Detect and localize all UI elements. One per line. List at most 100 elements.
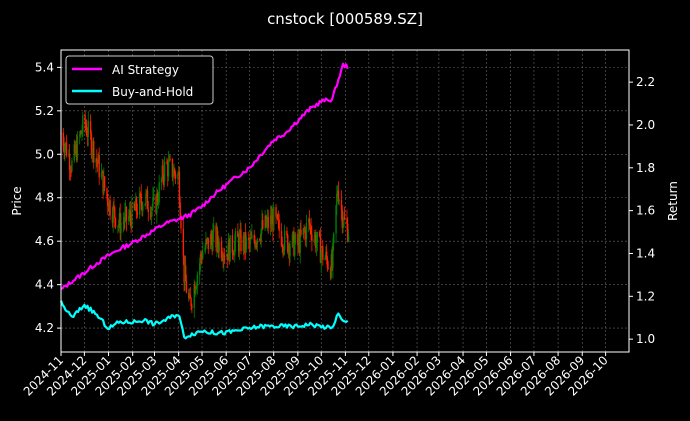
x-axis: 2024-112024-122025-012025-022025-032025-…: [21, 352, 611, 399]
candle-body: [288, 245, 290, 256]
candle-body: [65, 142, 68, 156]
candle-body: [207, 237, 209, 250]
candle-body: [178, 171, 181, 204]
candle-body: [325, 251, 327, 258]
candle-body: [206, 237, 209, 240]
candle-body: [193, 285, 195, 308]
candle-body: [92, 141, 94, 153]
candle-body: [223, 255, 225, 262]
candle-body: [134, 208, 136, 211]
candle-body: [309, 225, 312, 227]
candle-body: [270, 215, 273, 225]
candle-body: [216, 230, 218, 248]
candle-body: [240, 230, 242, 252]
candle-body: [140, 194, 142, 204]
candle-body: [84, 115, 86, 125]
candle-body: [167, 163, 169, 177]
candle-body: [343, 216, 345, 226]
chart-title: cnstock [000589.SZ]: [267, 10, 423, 28]
candle-body: [141, 203, 143, 212]
candle-body: [138, 193, 141, 215]
candle-body: [325, 251, 328, 259]
candle-body: [180, 216, 182, 229]
candle-body: [271, 215, 273, 225]
candle-body: [330, 254, 333, 278]
candle-body: [282, 246, 284, 252]
candle-body: [326, 258, 329, 268]
candle-body: [213, 225, 215, 232]
candle-body: [102, 170, 104, 194]
candle-body: [221, 257, 223, 259]
candle-body: [287, 235, 289, 253]
candle-body: [347, 236, 350, 242]
candle-body: [107, 206, 110, 212]
series-line-ai-strategy: [60, 62, 349, 290]
candle-body: [161, 165, 163, 179]
candle-body: [302, 228, 305, 235]
candle-body: [342, 225, 344, 228]
candle-body: [129, 210, 132, 219]
candle-body: [155, 196, 157, 214]
right-tick-label: 1.2: [636, 289, 655, 303]
candle-body: [64, 142, 67, 147]
candle-body: [343, 216, 346, 219]
candle-body: [157, 201, 160, 203]
candle-body: [90, 133, 93, 156]
candle-body: [118, 213, 121, 224]
candle-body: [327, 267, 329, 269]
candle-body: [125, 206, 128, 221]
candle-body: [195, 288, 197, 294]
candle-body: [229, 235, 231, 262]
candle-body: [232, 252, 234, 256]
candle-body: [124, 212, 126, 223]
candle-body: [160, 178, 163, 183]
candle-body: [305, 223, 308, 240]
candle-body: [222, 258, 224, 262]
candle-body: [188, 292, 190, 299]
candle-body: [253, 234, 255, 240]
candle-body: [75, 144, 78, 160]
candle-body: [68, 154, 71, 170]
candle-body: [272, 215, 274, 231]
candle-body: [294, 233, 297, 243]
candle-body: [299, 229, 301, 253]
candle-body: [251, 234, 253, 239]
candle-body: [196, 274, 199, 286]
candle-body: [169, 158, 171, 160]
candle-body: [333, 233, 335, 244]
candle-body: [289, 246, 291, 256]
candle-body: [103, 176, 106, 189]
candle-body: [194, 285, 196, 294]
candle-body: [122, 222, 125, 224]
candle-body: [320, 252, 322, 263]
candle-body: [128, 210, 131, 217]
candle-body: [308, 218, 310, 224]
candle-body: [114, 207, 116, 219]
candle-body: [168, 158, 171, 162]
candle-body: [234, 231, 237, 242]
candle-body: [238, 235, 241, 252]
candle-body: [259, 239, 262, 241]
candle-body: [124, 206, 127, 213]
candle-body: [233, 254, 235, 256]
candle-body: [341, 209, 343, 228]
candle-body: [215, 225, 217, 248]
candle-body: [239, 230, 241, 236]
candle-body: [244, 232, 247, 250]
candle-body: [281, 245, 283, 247]
candle-body: [96, 161, 99, 164]
candle-body: [292, 231, 294, 234]
candle-body: [298, 237, 301, 253]
candle-body: [237, 231, 239, 238]
candle-body: [322, 246, 324, 260]
candle-body: [173, 169, 175, 176]
left-tick-label: 4.2: [35, 321, 54, 335]
candle-body: [202, 252, 204, 259]
candle-body: [277, 219, 280, 221]
candle-body: [212, 231, 214, 251]
candle-body: [336, 193, 338, 206]
candle-body: [119, 213, 121, 234]
series-layer: [59, 62, 349, 340]
candle-body: [228, 240, 230, 262]
